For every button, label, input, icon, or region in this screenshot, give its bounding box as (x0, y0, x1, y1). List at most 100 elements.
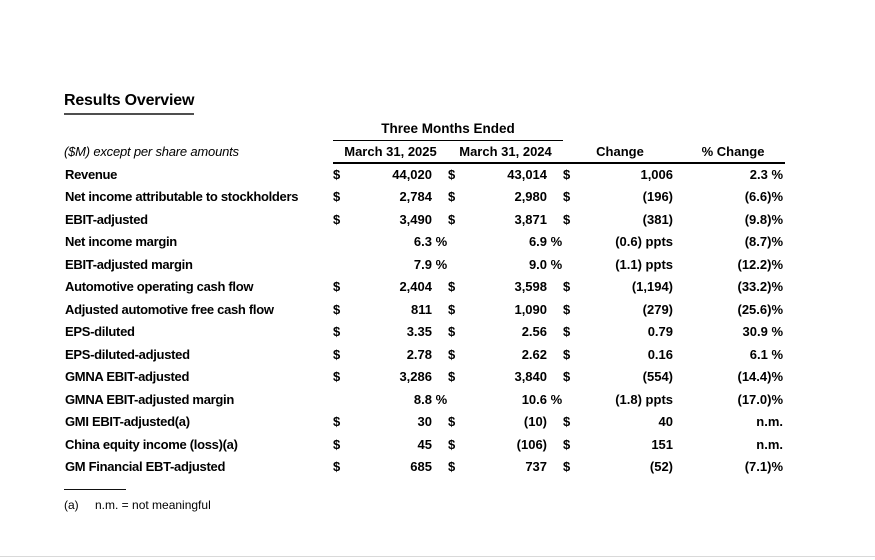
numeric-value: 2.62 (521, 346, 548, 362)
unit-suffix: % (547, 234, 563, 250)
value-2024: 3,871 (468, 208, 563, 231)
change-value: (381) (642, 211, 674, 227)
value-2025: 2,784 (353, 186, 448, 209)
numeric-value: 3,490 (399, 211, 432, 227)
dollar-sign-2025 (333, 253, 353, 276)
change-value: (1,194) (631, 279, 674, 295)
row-label: EBIT-adjusted (65, 211, 148, 227)
pct-change-value: 30.9 % (742, 324, 784, 340)
dollar-sign-change: $ (563, 167, 571, 183)
change-value: 0.16 (647, 346, 674, 362)
dollar-sign-2024: $ (448, 189, 456, 205)
value-2024: 2,980 (468, 186, 563, 209)
numeric-value: 6.3 (413, 234, 432, 250)
numeric-value: 811 (411, 301, 432, 317)
change-value: 40 (658, 414, 674, 430)
numeric-value: 3,286 (399, 369, 432, 385)
pct-change-value: (25.6)% (737, 301, 784, 317)
row-label: GMNA EBIT-adjusted margin (65, 391, 234, 407)
numeric-value: 44,020 (392, 167, 432, 183)
label-column-header: ($M) except per share amounts (64, 144, 239, 159)
numeric-value: 3,840 (514, 369, 548, 385)
value-2025: 45 (353, 433, 448, 456)
dollar-sign-2024: $ (448, 301, 456, 317)
dollar-sign-2024: $ (448, 459, 456, 475)
value-2024: 2.62 (468, 343, 563, 366)
footnote-text: n.m. = not meaningful (95, 498, 211, 512)
change-value: 1,006 (640, 167, 674, 183)
value-2024: 1,090 (468, 298, 563, 321)
dollar-sign-2025: $ (333, 211, 341, 227)
change-value: (1.1) ppts (615, 256, 674, 272)
value-2024: 3,840 (468, 366, 563, 389)
table-row: EPS-diluted $3.35 $2.56 $0.79 30.9 % (64, 321, 785, 344)
value-2024: (106) (468, 433, 563, 456)
pct-change-value: (6.6)% (744, 189, 784, 205)
dollar-sign-2024: $ (448, 414, 456, 430)
dollar-sign-2024 (448, 231, 468, 254)
dollar-sign-change (563, 253, 583, 276)
pct-change-value: 6.1 % (749, 346, 784, 362)
change-value: (196) (642, 189, 674, 205)
dollar-sign-2024 (448, 388, 468, 411)
unit-suffix: % (432, 391, 448, 407)
table-row: EBIT-adjusted $3,490 $3,871 $ (381) (9.8)% (64, 208, 785, 231)
table-row: GM Financial EBT-adjusted $685 $737 $ (52) (7… (64, 456, 785, 479)
value-2025: 3,286 (353, 366, 448, 389)
table-row: Automotive operating cash flow $2,404 $3,5… (64, 276, 785, 299)
dollar-sign-2024: $ (448, 369, 456, 385)
change-value: 151 (651, 436, 674, 452)
dollar-sign-2025 (333, 231, 353, 254)
spacer-cell (64, 118, 333, 140)
dollar-sign-change: $ (563, 369, 571, 385)
value-2024: 10.6 % (468, 388, 563, 411)
change-value: (52) (649, 459, 674, 475)
table-row: Revenue $44,020 $43,014 $1,006 2.3 % (64, 163, 785, 186)
page-bottom-rule (0, 556, 875, 557)
numeric-value: 3,871 (514, 211, 548, 227)
row-label: Net income margin (65, 234, 177, 250)
value-2024: 2.56 (468, 321, 563, 344)
dollar-sign-change (563, 388, 583, 411)
numeric-value: 2,980 (514, 189, 548, 205)
pct-change-value: (8.7)% (744, 234, 784, 250)
value-2025: 3,490 (353, 208, 448, 231)
footnote-marker: (a) (64, 498, 79, 512)
numeric-value: 3.35 (406, 324, 432, 340)
page-title: Results Overview (64, 92, 194, 115)
column-header-row: ($M) except per share amounts March 31, … (64, 140, 786, 164)
dollar-sign-2025: $ (333, 414, 341, 430)
value-2024: 43,014 (468, 163, 563, 186)
value-2025: 2,404 (353, 276, 448, 299)
numeric-value: 10.6 (521, 391, 548, 407)
dollar-sign-change: $ (563, 459, 571, 475)
dollar-sign-2024: $ (448, 167, 456, 183)
footnote-separator (64, 489, 126, 490)
dollar-sign-change: $ (563, 279, 571, 295)
dollar-sign-2025: $ (333, 369, 341, 385)
dollar-sign-2025: $ (333, 459, 341, 475)
dollar-sign-2024: $ (448, 436, 456, 452)
numeric-value: 685 (410, 459, 432, 475)
spacer-cell (563, 118, 785, 140)
value-2024: 9.0 % (468, 253, 563, 276)
pct-change-value: n.m. (756, 414, 784, 430)
table-row: GMI EBIT-adjusted(a) $30 $ (10) $40 n.m. (64, 411, 785, 434)
dollar-sign-change: $ (563, 414, 571, 430)
row-label: Automotive operating cash flow (65, 279, 254, 295)
table-row: Net income margin 6.3 % 6.9 % (0.6) ppts (8.… (64, 231, 785, 254)
dollar-sign-2024: $ (448, 346, 456, 362)
dollar-sign-change: $ (563, 346, 571, 362)
pct-change-value: 2.3 % (749, 167, 784, 183)
dollar-sign-2025: $ (333, 346, 341, 362)
row-label: GMI EBIT-adjusted(a) (65, 414, 190, 430)
pct-change-value: (14.4)% (737, 369, 784, 385)
row-label: EBIT-adjusted margin (65, 256, 193, 272)
row-label: Revenue (65, 166, 118, 182)
dollar-sign-2025: $ (333, 279, 341, 295)
dollar-sign-change: $ (563, 211, 571, 227)
table-row: GMNA EBIT-adjusted margin 8.8 % 10.6 % (1.8… (64, 388, 785, 411)
value-2025: 7.9 % (353, 253, 448, 276)
dollar-sign-change (563, 231, 583, 254)
